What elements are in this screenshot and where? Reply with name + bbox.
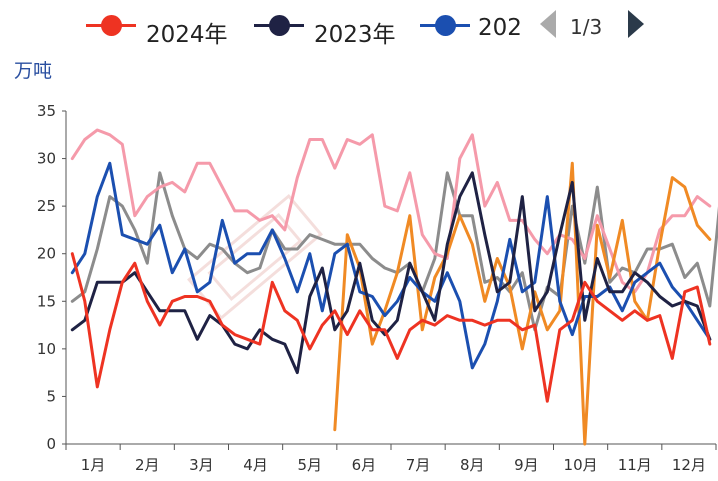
x-tick-label: 12月 xyxy=(672,456,706,474)
legend-pager: 1/3 xyxy=(536,8,656,42)
x-tick-label: 3月 xyxy=(189,456,214,474)
chart-legend: 2024年 2023年 202 1/3 xyxy=(0,0,718,50)
x-tick-label: 7月 xyxy=(406,456,431,474)
x-tick-label: 1月 xyxy=(81,456,106,474)
x-tick-label: 10月 xyxy=(564,456,598,474)
y-tick-label: 0 xyxy=(46,435,56,453)
series-line-0 xyxy=(70,252,712,403)
y-tick-label: 30 xyxy=(37,150,56,168)
pager-next-icon[interactable] xyxy=(628,10,644,38)
y-tick-label: 5 xyxy=(46,387,56,405)
x-tick-label: 2月 xyxy=(135,456,160,474)
legend-item-2024[interactable]: 2024年 xyxy=(86,8,236,48)
axes: 0 5 10 15 20 25 30 35 1月 2月 3月 4月 5月 6月 7月 8月 9月 10月 11月 12… xyxy=(37,102,717,474)
legend-label-2024: 2024年 xyxy=(146,22,228,48)
y-axis-unit-label: 万吨 xyxy=(14,60,53,82)
legend-label-2023: 2023年 xyxy=(314,22,396,48)
y-tick-label: 35 xyxy=(37,102,56,120)
series-line-4 xyxy=(70,128,712,294)
y-tick-label: 20 xyxy=(37,245,56,263)
series-layer xyxy=(70,128,718,446)
legend-label-202: 202 xyxy=(478,15,522,41)
x-tick-label: 8月 xyxy=(460,456,485,474)
y-tick-label: 25 xyxy=(37,197,56,215)
legend-item-202[interactable]: 202 xyxy=(420,8,530,42)
x-tick-label: 5月 xyxy=(297,456,322,474)
y-tick-label: 15 xyxy=(37,292,56,310)
x-tick-label: 4月 xyxy=(243,456,268,474)
legend-item-2023[interactable]: 2023年 xyxy=(254,8,404,48)
legend-dot-2023 xyxy=(269,15,290,36)
pager-text: 1/3 xyxy=(570,15,603,39)
legend-dot-202 xyxy=(435,15,456,36)
y-tick-label: 10 xyxy=(37,340,56,358)
series-line-1 xyxy=(70,171,712,375)
x-tick-label: 11月 xyxy=(618,456,652,474)
pager-prev-icon[interactable] xyxy=(540,10,556,38)
series-line-2 xyxy=(70,161,712,370)
x-tick-label: 9月 xyxy=(514,456,539,474)
legend-dot-2024 xyxy=(101,15,122,36)
x-tick-label: 6月 xyxy=(352,456,377,474)
